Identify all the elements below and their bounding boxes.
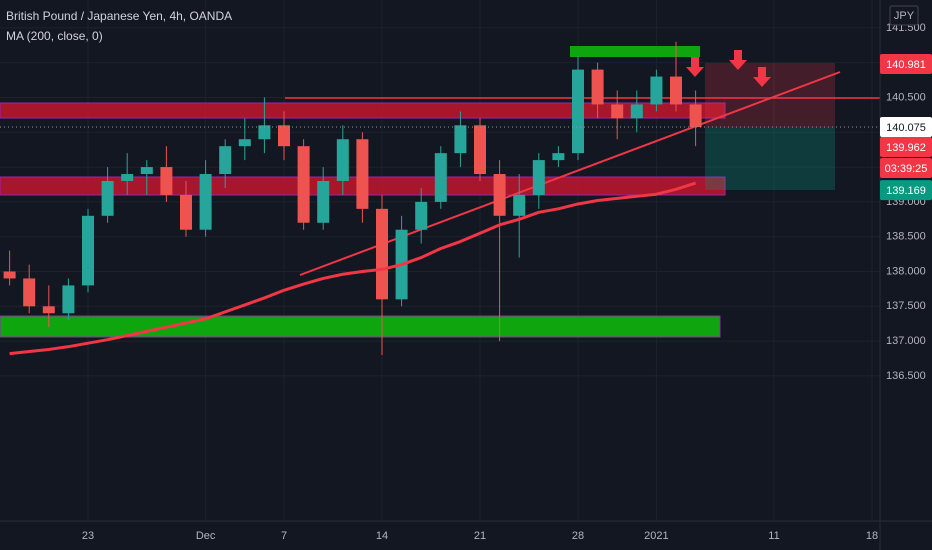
y-tick-label: 137.500 [886, 300, 926, 312]
candle-body [160, 167, 173, 195]
y-tick-label: 137.000 [886, 335, 926, 347]
arrow [753, 67, 771, 87]
x-tick-label: 21 [474, 530, 486, 542]
candle-body [101, 180, 114, 216]
target-box [705, 127, 835, 190]
y-tick-label: 138.000 [886, 265, 926, 277]
moving-average [9, 181, 697, 356]
candle-body [572, 69, 584, 154]
candle-body [219, 146, 232, 175]
x-tick-label: Dec [196, 530, 216, 542]
candle-body [611, 104, 624, 119]
countdown-box [880, 158, 932, 179]
candle-body [650, 76, 663, 105]
candle-body [121, 174, 134, 181]
candle-body [62, 285, 75, 314]
x-tick-label: 2021 [644, 530, 668, 542]
y-tick-label: 138.500 [886, 231, 926, 243]
price-label-box [880, 117, 932, 138]
candle-body [689, 104, 702, 128]
candle-body [493, 174, 506, 216]
currency-box [889, 5, 919, 26]
candle-body [670, 76, 682, 105]
currency: JPY [894, 10, 915, 22]
candle-body [140, 167, 153, 175]
x-tick-label: 7 [281, 530, 287, 542]
candle-body [258, 125, 271, 140]
candle-body [434, 153, 447, 202]
arrow [686, 57, 704, 77]
x-tick-label: 14 [376, 530, 388, 542]
stop-box [705, 63, 835, 127]
demand-zone [0, 315, 721, 338]
x-tick-label: 11 [768, 530, 779, 542]
candle-body [454, 125, 467, 154]
candle-body [3, 271, 16, 279]
candle-body [415, 201, 428, 230]
candle-body [82, 215, 94, 286]
price-axis: 136.500137.000137.500138.000138.500139.0… [880, 22, 932, 382]
candle-body [180, 194, 192, 230]
resistance-zone [0, 102, 726, 119]
price-label: 139.962 [886, 142, 926, 154]
candle-body [238, 139, 251, 147]
candle-body [532, 160, 545, 195]
arrow [729, 50, 747, 70]
price-label-box [880, 180, 932, 201]
y-tick-label: 136.500 [886, 370, 926, 382]
x-tick-label: 28 [572, 530, 584, 542]
candle-body [474, 125, 486, 175]
candle-body [23, 278, 36, 307]
candle-body [552, 153, 565, 161]
top-zone [570, 46, 700, 57]
candle-body [513, 194, 526, 216]
y-tick-label: 140.500 [886, 91, 926, 103]
candle-body [376, 208, 388, 300]
price-label: 139.169 [886, 185, 926, 197]
candle-body [199, 174, 212, 230]
candle-body [278, 125, 290, 147]
candle-body [317, 180, 330, 223]
trend-line [299, 71, 841, 276]
candle-body [42, 306, 55, 314]
x-tick-label: 23 [82, 530, 94, 542]
candle-body [336, 139, 349, 181]
candle-body [591, 69, 604, 105]
candle-body [297, 146, 310, 223]
marks [0, 41, 880, 356]
candle-body [356, 139, 369, 209]
price-label-box [880, 137, 932, 158]
price-label-box [880, 53, 932, 74]
x-tick-label: 18 [866, 530, 878, 542]
price-label: 140.981 [886, 59, 926, 71]
chart-title: British Pound / Japanese Yen, 4h, OANDA [6, 9, 232, 23]
candle-body [630, 104, 643, 119]
price-label: 140.075 [886, 122, 926, 134]
arrows [686, 50, 771, 87]
legend-entry: MA (200, close, 0) [6, 29, 103, 43]
countdown: 03:39:25 [885, 163, 928, 175]
